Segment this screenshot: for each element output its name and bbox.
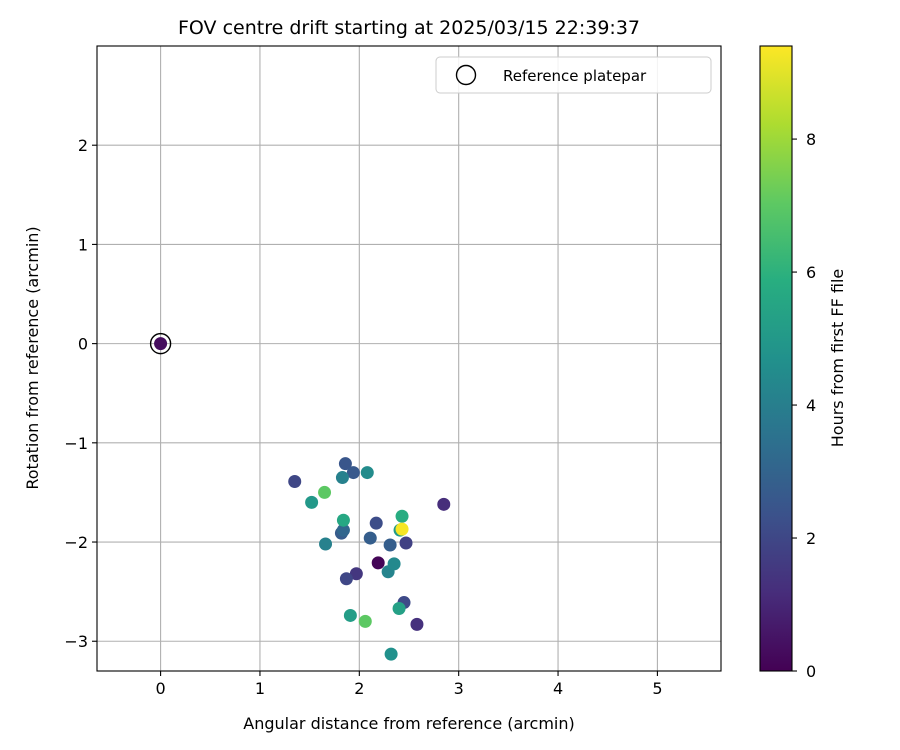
data-point [383,538,397,552]
legend-open-circle-marker [455,64,477,86]
data-point [369,516,383,530]
y-axis-label: Rotation from reference (arcmin) [23,226,42,489]
legend-box [435,56,712,94]
data-point [346,466,360,480]
colorbar-tick-label: 4 [806,396,816,415]
x-tick-label: 1 [255,679,265,698]
data-point [319,537,333,551]
data-point [399,536,413,550]
colorbar-ticks: 0 2 4 6 8 [792,130,816,681]
data-point [358,614,372,628]
data-point [154,337,168,351]
x-axis-label: Angular distance from reference (arcmin) [243,714,574,733]
x-tick-label: 5 [652,679,662,698]
chart-title: FOV centre drift starting at 2025/03/15 … [178,17,640,39]
reference-marker-layer [149,332,172,355]
y-tick-label: −3 [64,632,88,651]
data-point [384,647,398,661]
data-point [339,572,353,586]
y-tick-label: 1 [78,235,88,254]
colorbar-tick-label: 6 [806,263,816,282]
x-tick-label: 2 [354,679,364,698]
data-point [318,485,332,499]
data-point [371,556,385,570]
grid [97,46,721,671]
y-tick-label: 2 [78,136,88,155]
legend-label: Reference platepar [503,67,647,85]
x-tick-label: 0 [155,679,165,698]
data-point [338,457,352,471]
colorbar-label: Hours from first FF file [828,269,847,448]
colorbar: 0 2 4 6 8 Hours from first FF file [759,45,847,681]
data-point [288,475,302,489]
data-point [360,466,374,480]
data-point [305,495,319,509]
y-axis-ticks: −3 −2 −1 0 1 2 [64,136,97,651]
data-point [343,608,357,622]
x-tick-label: 4 [553,679,563,698]
data-point [392,602,406,615]
colorbar-tick-label: 0 [806,662,816,681]
x-axis-ticks: 0 1 2 3 4 5 [155,671,663,698]
colorbar-tick-label: 8 [806,130,816,149]
y-tick-label: 0 [78,335,88,354]
data-point [387,557,401,571]
colorbar-frame [759,45,793,672]
legend: Reference platepar [435,56,712,94]
data-point [336,523,350,537]
data-point [349,567,363,581]
data-point [437,497,451,511]
data-point [395,522,409,536]
data-point [363,531,377,545]
data-point [336,513,350,527]
colorbar-tick-label: 2 [806,529,816,548]
colorbar-gradient [760,46,792,671]
x-tick-label: 3 [454,679,464,698]
plot-frame [96,45,722,672]
reference-platepar-marker [149,332,172,355]
data-point [395,509,409,523]
data-point [335,471,349,485]
y-tick-label: −2 [64,533,88,552]
y-tick-label: −1 [64,434,88,453]
data-point [410,617,424,631]
data-points [154,337,451,661]
